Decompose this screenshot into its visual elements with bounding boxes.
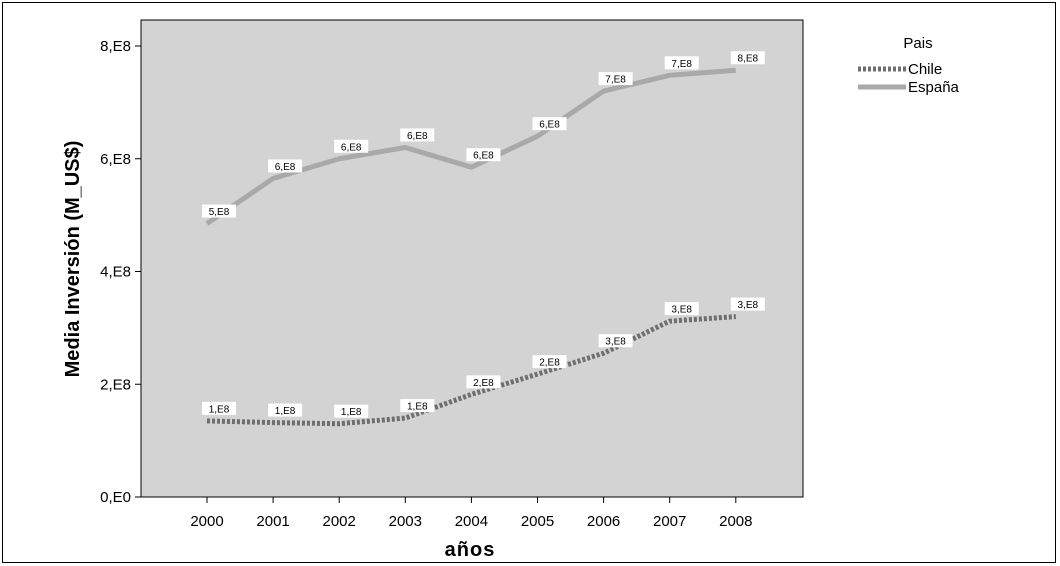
data-label-espana: 7,E8: [598, 72, 633, 86]
data-label-chile: 1,E8: [268, 403, 303, 417]
data-label-box: [466, 148, 501, 162]
data-label-text: 7,E8: [671, 59, 692, 70]
data-label-chile: 3,E8: [730, 297, 765, 311]
data-label-box: [598, 334, 633, 348]
y-tick-label: 4,E8: [100, 264, 131, 281]
data-label-box: [268, 403, 303, 417]
data-label-box: [730, 51, 765, 65]
x-tick-label: 2002: [323, 513, 356, 530]
legend-title: Pais: [903, 35, 932, 52]
data-label-text: 3,E8: [738, 300, 759, 311]
data-labels: 1,E8 1,E8 1,E8 1,E8 2,E8 2,E8 3,E8 3,E8 3,E8 5,E8…: [202, 51, 765, 418]
data-label-box: [268, 159, 303, 173]
data-label-box: [730, 297, 765, 311]
data-label-espana: 5,E8: [202, 204, 236, 218]
x-tick-label: 2006: [587, 513, 620, 530]
data-label-text: 2,E8: [473, 378, 494, 389]
x-tick-label: 2005: [521, 513, 554, 530]
data-label-text: 6,E8: [341, 142, 362, 153]
legend-label-espana: España: [908, 79, 960, 96]
data-label-box: [664, 56, 699, 70]
x-axis-title: años: [445, 539, 496, 561]
data-label-espana: 6,E8: [466, 148, 501, 162]
data-label-espana: 6,E8: [334, 139, 369, 153]
data-label-box: [532, 117, 567, 131]
data-label-text: 3,E8: [671, 305, 692, 316]
data-label-text: 6,E8: [473, 151, 494, 162]
data-label-chile: 3,E8: [664, 302, 699, 316]
plot-area: [140, 19, 804, 498]
y-tick-label: 6,E8: [100, 151, 131, 168]
data-label-espana: 7,E8: [664, 56, 699, 70]
data-label-text: 8,E8: [738, 54, 759, 65]
data-label-box: [334, 139, 369, 153]
y-axis: 0,E0 2,E8 4,E8 6,E8 8,E8: [100, 38, 141, 506]
data-label-text: 6,E8: [275, 162, 296, 173]
x-tick-label: 2008: [719, 513, 752, 530]
data-label-espana: 6,E8: [532, 117, 567, 131]
data-label-text: 6,E8: [539, 120, 560, 131]
data-label-text: 7,E8: [605, 75, 626, 86]
data-label-text: 1,E8: [407, 402, 428, 413]
data-label-box: [664, 302, 699, 316]
data-label-text: 5,E8: [209, 207, 230, 218]
y-tick-label: 0,E0: [100, 489, 131, 506]
x-tick-label: 2003: [389, 513, 422, 530]
x-tick-label: 2000: [190, 513, 223, 530]
y-tick-label: 2,E8: [100, 376, 131, 393]
y-axis-title: Media Inversión (M_US$): [62, 141, 84, 378]
data-label-box: [532, 355, 567, 369]
legend-label-chile: Chile: [908, 61, 942, 78]
data-label-text: 1,E8: [341, 407, 362, 418]
y-tick-label: 8,E8: [100, 38, 131, 55]
data-label-box: [400, 128, 435, 142]
data-label-chile: 1,E8: [202, 401, 236, 415]
data-label-box: [202, 204, 236, 218]
x-tick-label: 2004: [455, 513, 488, 530]
data-label-espana: 8,E8: [730, 51, 765, 65]
x-tick-label: 2001: [256, 513, 289, 530]
x-axis: 2000 2001 2002 2003 2004 2005 2006 2007 2008: [190, 497, 752, 530]
series-line-chile: [206, 314, 736, 427]
data-label-chile: 3,E8: [598, 334, 633, 348]
data-label-text: 2,E8: [539, 358, 560, 369]
data-label-box: [466, 375, 501, 389]
data-label-text: 3,E8: [605, 337, 626, 348]
data-label-chile: 1,E8: [400, 399, 435, 413]
data-label-text: 1,E8: [209, 404, 230, 415]
data-label-chile: 1,E8: [334, 404, 369, 418]
data-label-espana: 6,E8: [400, 128, 435, 142]
data-label-box: [598, 72, 633, 86]
x-tick-label: 2007: [653, 513, 686, 530]
data-label-text: 6,E8: [407, 131, 428, 142]
data-label-box: [334, 404, 369, 418]
data-label-box: [202, 401, 236, 415]
data-label-espana: 6,E8: [268, 159, 303, 173]
data-label-box: [400, 399, 435, 413]
data-label-chile: 2,E8: [532, 355, 567, 369]
data-label-chile: 2,E8: [466, 375, 501, 389]
data-label-text: 1,E8: [275, 406, 296, 417]
